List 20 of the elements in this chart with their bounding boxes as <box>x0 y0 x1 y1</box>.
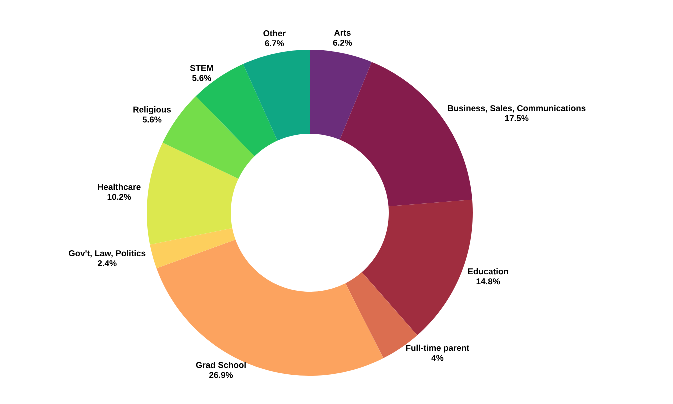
data-label: 2.4% <box>98 260 117 267</box>
slice-label: Religious <box>134 106 172 114</box>
slice-label: Healthcare <box>98 184 141 190</box>
data-label: 10.2% <box>108 194 132 200</box>
slice-label: STEM <box>190 65 214 72</box>
slice-label: Grad School <box>196 362 246 368</box>
slice-label: Other <box>264 30 286 37</box>
data-label: 4% <box>432 355 444 362</box>
slice-label: Arts <box>334 30 351 36</box>
data-label: 17.5% <box>505 115 529 122</box>
data-label: 14.8% <box>476 278 500 285</box>
data-label: 6.7% <box>265 40 284 47</box>
data-label: 26.9% <box>210 372 234 378</box>
data-label: 5.6% <box>192 75 212 82</box>
data-label: 5.6% <box>142 116 162 123</box>
slice-label: Business, Sales, Communications <box>448 105 586 113</box>
data-label: 6.2% <box>333 40 352 46</box>
slice-label: Gov't, Law, Politics <box>69 250 146 258</box>
slice-label: Full-time parent <box>406 344 470 353</box>
slice-label: Education <box>468 268 508 275</box>
